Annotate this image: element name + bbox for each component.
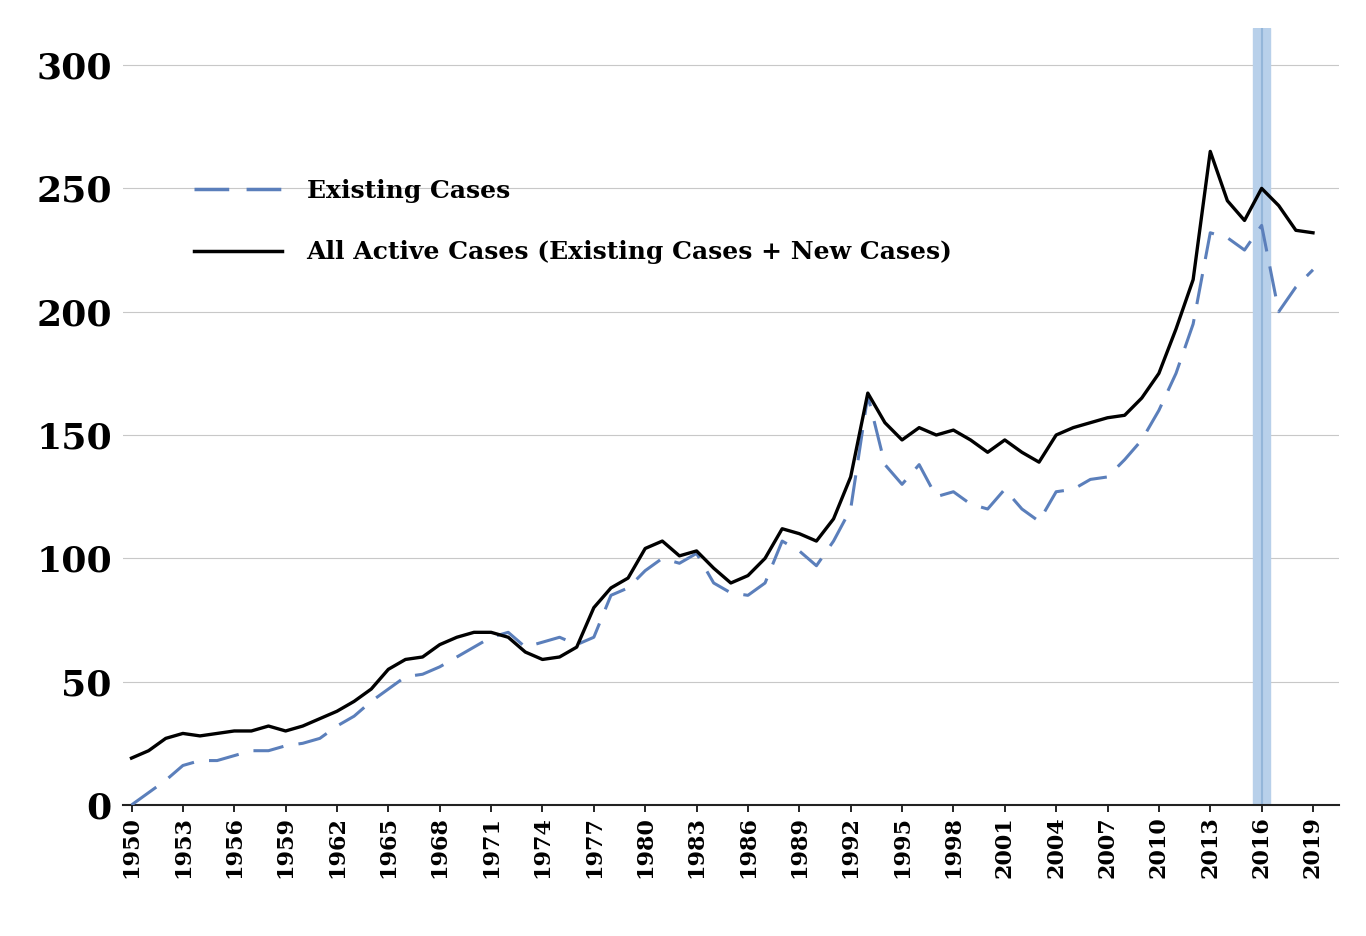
All Active Cases (Existing Cases + New Cases) (277, 725, 294, 737)
All Active Cases (Existing Cases + New Cases) (1305, 227, 1321, 239)
All Active Cases (Existing Cases + New Cases) (1116, 410, 1132, 421)
Line: All Active Cases (Existing Cases + New Cases): All Active Cases (Existing Cases + New C… (131, 152, 1313, 758)
Existing Cases (1254, 220, 1270, 231)
Existing Cases (1134, 434, 1150, 446)
All Active Cases (Existing Cases + New Cases) (1202, 146, 1218, 157)
All Active Cases (Existing Cases + New Cases) (398, 654, 414, 665)
Existing Cases (775, 535, 791, 547)
Existing Cases (398, 671, 414, 682)
Bar (1253, 28, 1270, 805)
Existing Cases (277, 740, 294, 752)
Existing Cases (484, 632, 500, 643)
All Active Cases (Existing Cases + New Cases) (775, 523, 791, 534)
Existing Cases (123, 799, 139, 811)
All Active Cases (Existing Cases + New Cases) (123, 753, 139, 764)
Legend: Existing Cases, All Active Cases (Existing Cases + New Cases): Existing Cases, All Active Cases (Existi… (184, 168, 963, 274)
All Active Cases (Existing Cases + New Cases) (484, 627, 500, 638)
Line: Existing Cases: Existing Cases (131, 226, 1313, 805)
Existing Cases (1305, 264, 1321, 275)
All Active Cases (Existing Cases + New Cases) (1134, 392, 1150, 403)
Existing Cases (1116, 454, 1132, 465)
